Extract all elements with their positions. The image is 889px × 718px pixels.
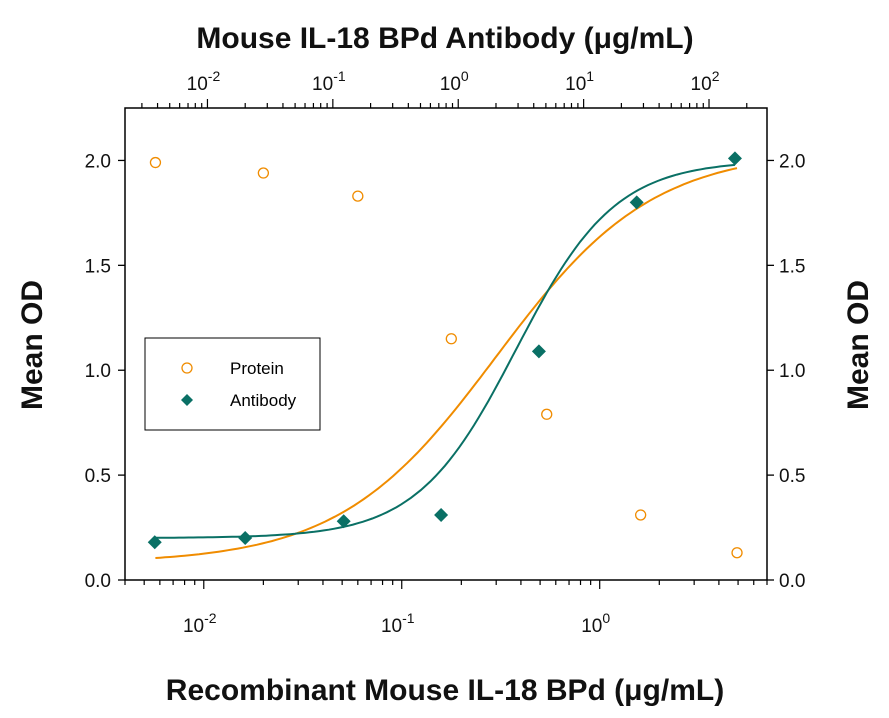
legend-antibody-label: Antibody bbox=[230, 391, 297, 410]
protein-point bbox=[541, 408, 553, 420]
x-top-tick-label: 100 bbox=[440, 68, 469, 95]
y-tick-label-left: 2.0 bbox=[85, 151, 111, 172]
x-top-tick-label: 101 bbox=[565, 68, 594, 95]
legend-box bbox=[144, 337, 321, 431]
antibody-point bbox=[336, 514, 351, 529]
protein-point bbox=[731, 547, 743, 559]
protein-point bbox=[257, 167, 270, 179]
legend-antibody-marker bbox=[181, 394, 193, 406]
legend-protein-marker bbox=[181, 362, 193, 374]
y-tick-label-right: 1.5 bbox=[779, 256, 805, 277]
x-axis-label: Recombinant Mouse IL-18 BPd (μg/mL) bbox=[166, 674, 724, 707]
y-axis-label-right: Mean OD bbox=[842, 280, 875, 410]
protein-point bbox=[149, 156, 162, 169]
antibody-point bbox=[238, 531, 253, 546]
antibody-point bbox=[434, 507, 449, 522]
x-top-tick-label: 10-1 bbox=[312, 68, 346, 95]
legend-protein-label: Protein bbox=[230, 359, 284, 378]
x-bottom-tick-label: 10-1 bbox=[381, 610, 415, 637]
x-top-tick-label: 10-2 bbox=[187, 68, 221, 95]
protein-point bbox=[352, 190, 364, 202]
y-tick-label-right: 2.0 bbox=[779, 151, 805, 172]
y-tick-label-left: 0.0 bbox=[85, 571, 111, 592]
y-tick-label-left: 1.5 bbox=[85, 256, 111, 277]
x-bottom-tick-label: 100 bbox=[581, 610, 610, 637]
antibody-fit-curve bbox=[154, 163, 736, 539]
y-tick-label-left: 1.0 bbox=[85, 361, 111, 382]
y-tick-label-right: 0.0 bbox=[779, 571, 805, 592]
protein-fit-curve bbox=[155, 167, 738, 559]
legend: Protein Antibody bbox=[144, 337, 321, 431]
protein-point bbox=[634, 509, 647, 521]
x-top-tick-label: 102 bbox=[691, 68, 720, 95]
antibody-point bbox=[629, 195, 644, 210]
y-tick-label-right: 1.0 bbox=[779, 361, 805, 382]
antibody-point bbox=[531, 344, 546, 359]
x-bottom-tick-label: 10-2 bbox=[183, 610, 217, 637]
y-axis-label-left: Mean OD bbox=[16, 280, 49, 410]
y-tick-label-right: 0.5 bbox=[779, 466, 805, 487]
chart-title: Mouse IL-18 BPd Antibody (μg/mL) bbox=[196, 22, 693, 55]
antibody-point bbox=[147, 535, 162, 550]
antibody-point bbox=[727, 151, 742, 166]
y-tick-label-left: 0.5 bbox=[85, 466, 111, 487]
protein-point bbox=[445, 333, 457, 345]
